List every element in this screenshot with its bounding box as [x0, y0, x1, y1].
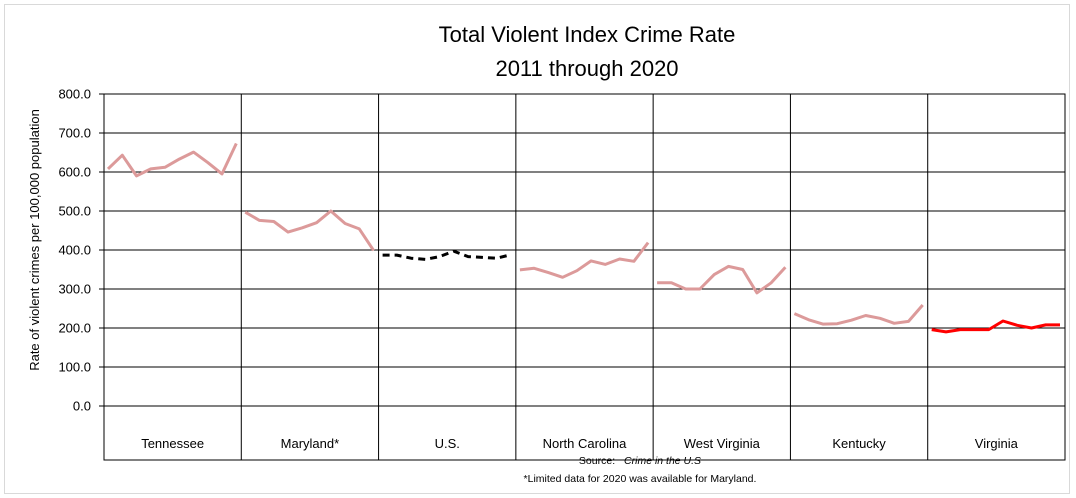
category-label: Kentucky [832, 436, 886, 451]
category-labels: Tennessee Maryland* U.S. North Carolina West… [141, 436, 1018, 451]
chart-title: Total Violent Index Crime Rate [439, 22, 736, 47]
series-lines [106, 142, 1060, 334]
y-tick-label: 100.0 [58, 360, 91, 375]
y-tick-label: 200.0 [58, 321, 91, 336]
category-label: Maryland* [281, 436, 340, 451]
series-line-virginia [931, 319, 1060, 334]
y-tick-label: 500.0 [58, 204, 91, 219]
y-tick-label: 300.0 [58, 282, 91, 297]
chart-subtitle: 2011 through 2020 [495, 56, 678, 81]
series-line-north-carolina [519, 241, 650, 279]
category-label: North Carolina [543, 436, 628, 451]
source-label: Source: [579, 455, 615, 467]
source-title: Crime in the U.S [624, 455, 701, 467]
series-line-west-virginia [657, 264, 787, 295]
chart-frame [4, 4, 1070, 494]
plot-border [103, 93, 1066, 461]
category-label: Virginia [975, 436, 1019, 451]
y-tick-labels: 0.0 100.0 200.0 300.0 400.0 500.0 600.0 700.0 80… [58, 87, 91, 414]
gridlines [99, 93, 1066, 461]
y-axis-label: Rate of violent crimes per 100,000 popul… [27, 109, 42, 371]
y-tick-label: 700.0 [58, 126, 91, 141]
category-label: U.S. [435, 436, 460, 451]
footnote: *Limited data for 2020 was available for… [524, 473, 757, 485]
y-tick-label: 600.0 [58, 165, 91, 180]
category-label: Tennessee [141, 436, 204, 451]
y-tick-label: 0.0 [73, 399, 91, 414]
y-tick-label: 800.0 [58, 87, 91, 102]
source-note: Source: Crime in the U.S [579, 455, 701, 467]
series-line-kentucky [793, 304, 924, 326]
y-tick-label: 400.0 [58, 243, 91, 258]
series-line-maryland [244, 209, 375, 252]
series-line-u-s [382, 249, 512, 261]
series-line-tennessee [106, 142, 238, 178]
category-label: West Virginia [684, 436, 761, 451]
